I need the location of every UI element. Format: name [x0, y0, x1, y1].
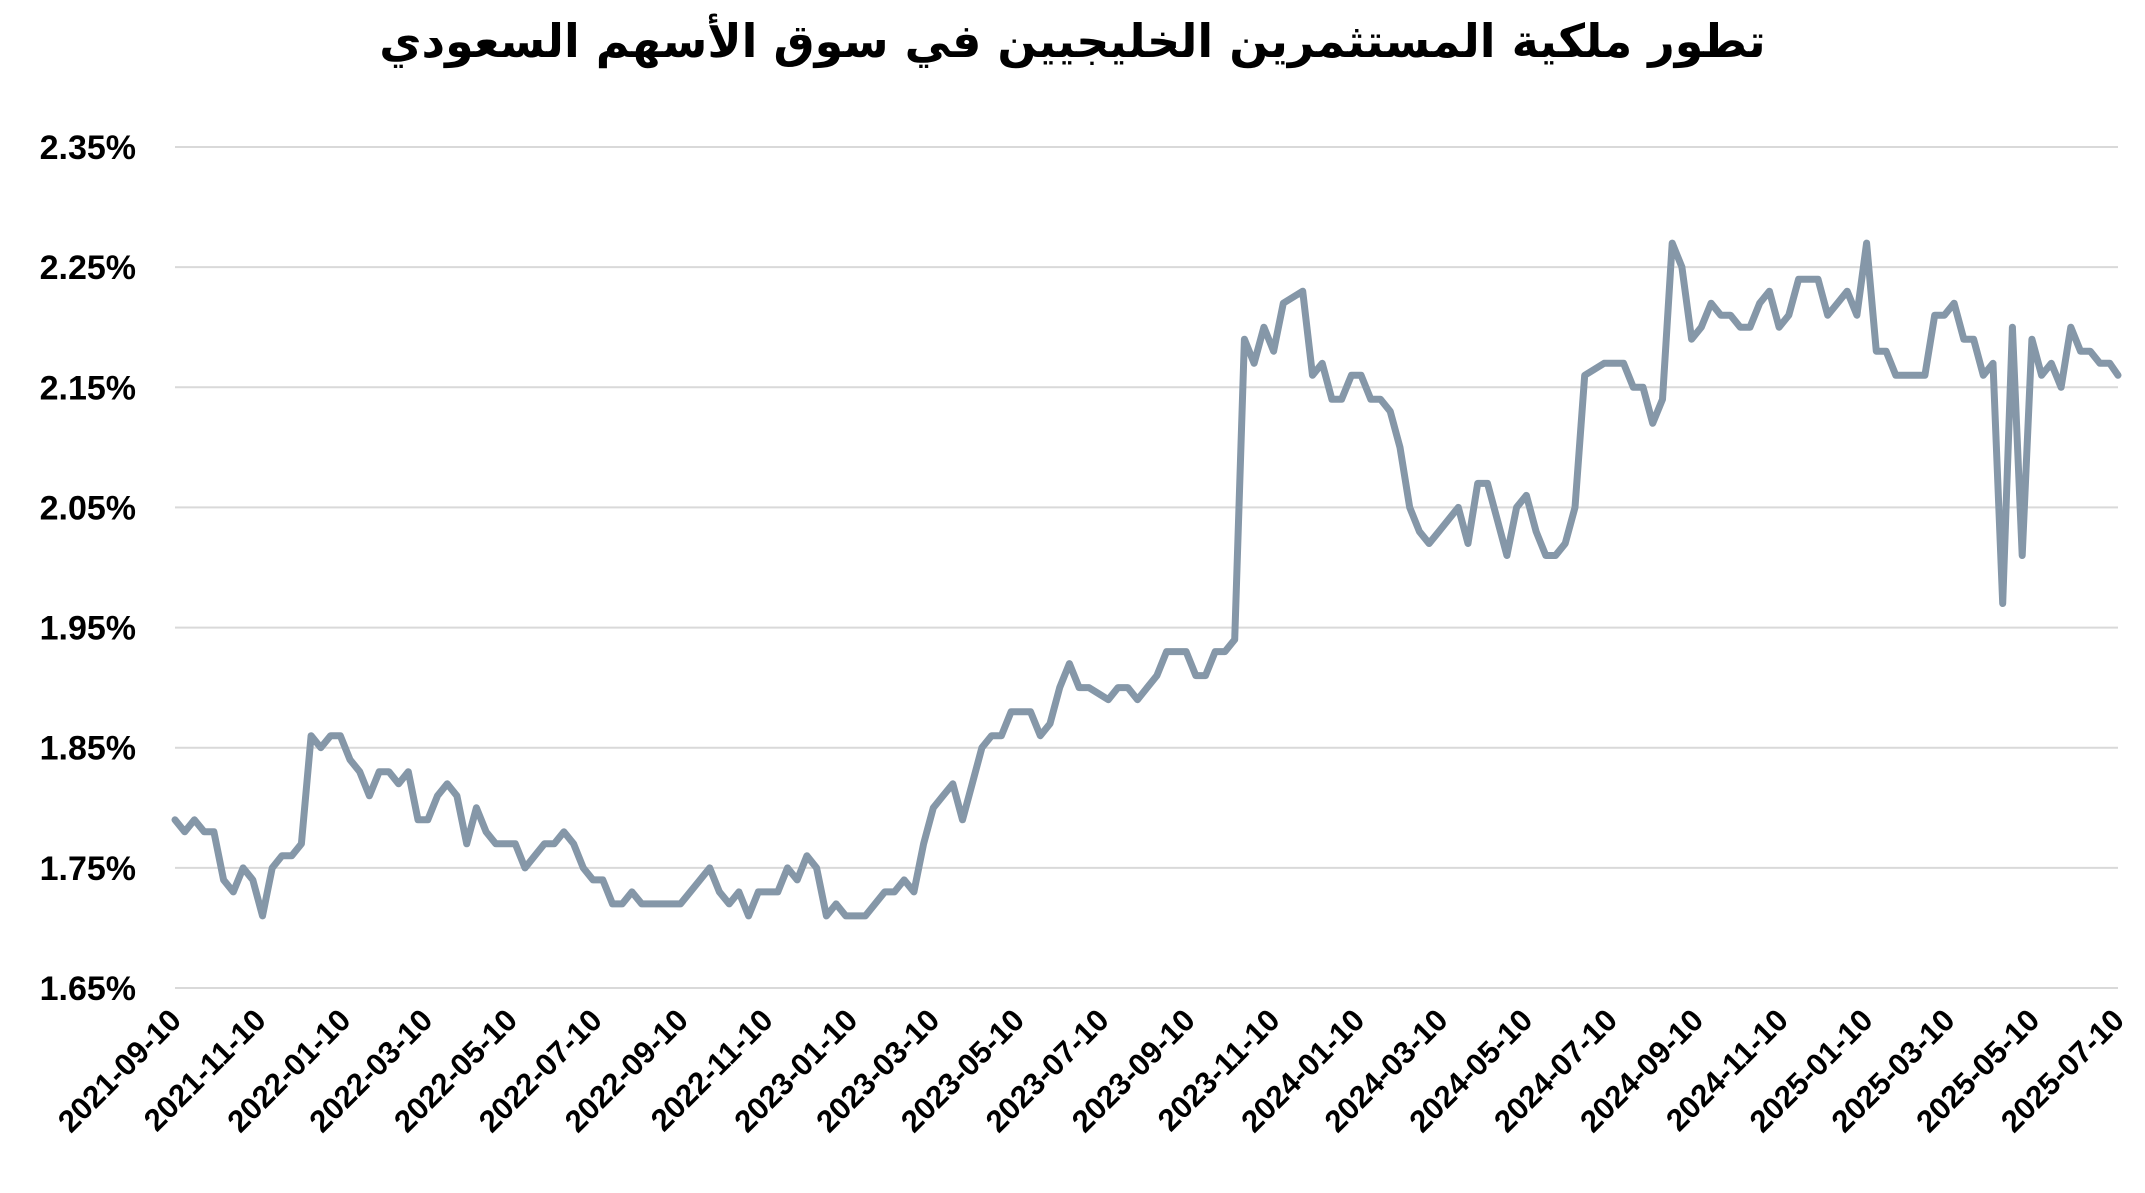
y-tick-label: 1.95%	[40, 610, 136, 648]
y-tick-label: 2.15%	[40, 369, 136, 407]
y-tick-label: 2.05%	[40, 489, 136, 527]
y-tick-label: 2.35%	[40, 129, 136, 167]
grid-lines	[175, 146, 2118, 989]
y-tick-label: 1.75%	[40, 850, 136, 888]
y-tick-label: 1.65%	[40, 970, 136, 1008]
series-layer	[171, 239, 2122, 920]
series-line-0	[171, 239, 2122, 920]
y-tick-label: 2.25%	[40, 249, 136, 287]
chart-title: تطور ملكية المستثمرين الخليجيين في سوق ا…	[379, 14, 1766, 68]
x-axis-tick-labels: 2021-09-102021-11-102022-01-102022-03-10…	[51, 1002, 2131, 1139]
y-tick-label: 1.85%	[40, 730, 136, 768]
y-axis-tick-labels: 1.65% 1.75% 1.85% 1.95% 2.05% 2.15% 2.25% 2.35%	[40, 129, 136, 1008]
